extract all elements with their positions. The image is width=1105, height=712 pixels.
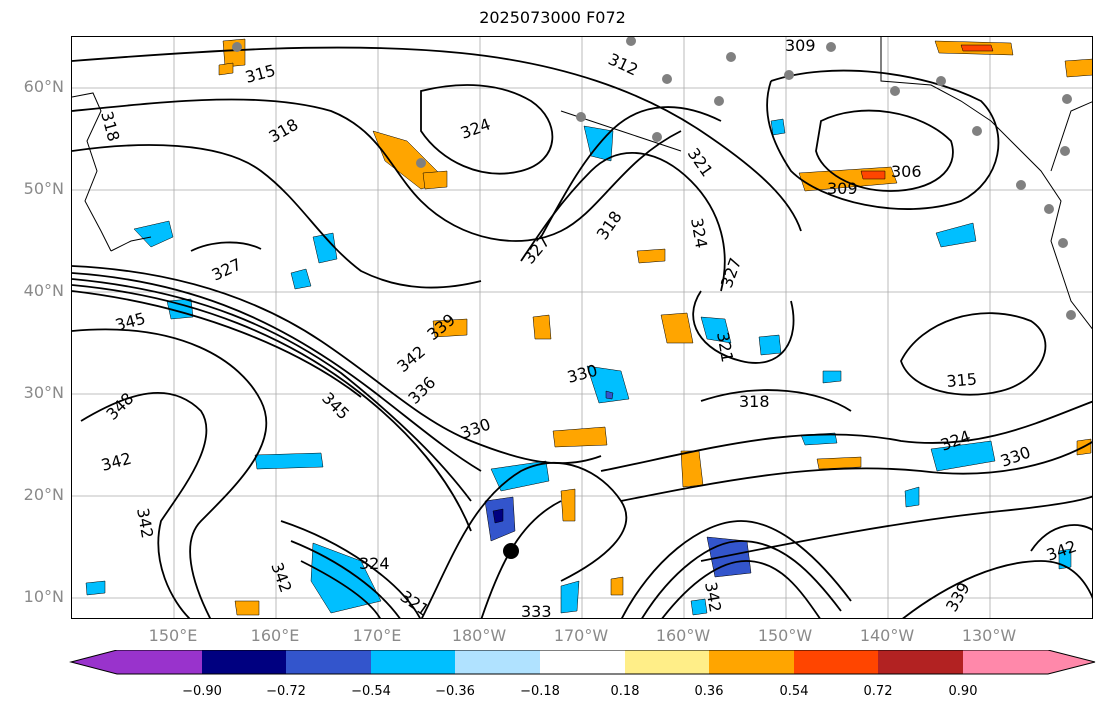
- colorbar-tick-label: −0.54: [351, 684, 391, 699]
- colorbar-segment: [963, 650, 1048, 674]
- colorbar-extend-low: [71, 650, 117, 674]
- colorbar-tick-label: 0.90: [948, 684, 978, 699]
- contour-label: 318: [97, 109, 123, 143]
- contour-label: 339: [942, 579, 974, 615]
- lon-label: 160°E: [250, 626, 300, 645]
- contour-label: 309: [785, 37, 816, 55]
- colorbar-segment: [540, 650, 625, 674]
- contour-label: 342: [99, 449, 133, 475]
- colorbar-segment: [286, 650, 371, 674]
- colorbar-segment: [625, 650, 709, 674]
- contour-label: 342: [267, 560, 295, 595]
- lat-label: 50°N: [23, 179, 64, 198]
- lon-label: 170°W: [553, 626, 609, 645]
- contour-label: 321: [397, 587, 433, 619]
- contour-label: 321: [684, 144, 717, 180]
- colorbar-outline: [69, 650, 1096, 675]
- map-title: 2025073000 F072: [479, 8, 626, 27]
- colorbar-tick-label: −0.36: [435, 684, 475, 699]
- lon-label: 170°E: [352, 626, 402, 645]
- colorbar: [69, 650, 1096, 675]
- contour-label: 321: [713, 330, 737, 363]
- lat-label: 60°N: [23, 77, 64, 96]
- colorbar-tick-label: 0.36: [694, 684, 724, 699]
- colorbar-tick-label: −0.18: [520, 684, 560, 699]
- contour-label: 327: [717, 255, 745, 290]
- storm-center-marker: [503, 543, 519, 559]
- shading-positive: [218, 38, 1092, 616]
- contour-label: 336: [404, 373, 439, 408]
- colorbar-tick-label: 0.72: [863, 684, 893, 699]
- lon-label: 150°E: [148, 626, 198, 645]
- lon-label: 140°W: [859, 626, 915, 645]
- colorbar-tick-label: 0.54: [779, 684, 809, 699]
- contour-label: 327: [209, 254, 245, 284]
- contour-label: 309: [827, 179, 858, 198]
- station-markers: [232, 37, 1076, 320]
- lat-label: 30°N: [23, 383, 64, 402]
- lat-label: 10°N: [23, 587, 64, 606]
- contour-label: 318: [593, 207, 626, 243]
- contour-label: 318: [739, 392, 770, 411]
- colorbar-segment: [202, 650, 286, 674]
- lon-label: 180°W: [451, 626, 507, 645]
- map-canvas: 315 318 318 312 309 324 321 324 327 306 …: [72, 37, 1092, 619]
- graticule: [72, 37, 1092, 618]
- contour-label: 330: [458, 414, 493, 442]
- contour-label: 306: [891, 162, 922, 181]
- colorbar-segment: [455, 650, 540, 674]
- contour-label: 342: [1044, 536, 1079, 564]
- lon-label: 150°W: [757, 626, 813, 645]
- map-panel: 315 318 318 312 309 324 321 324 327 306 …: [71, 36, 1093, 619]
- shading-negative: [85, 118, 1072, 616]
- colorbar-tick-label: −0.72: [266, 684, 306, 699]
- contour-label: 324: [458, 114, 493, 142]
- contour-label: 315: [243, 61, 277, 87]
- colorbar-tick-label: 0.18: [610, 684, 640, 699]
- contour-label: 333: [521, 602, 552, 619]
- lat-label: 40°N: [23, 281, 64, 300]
- lon-label: 130°W: [961, 626, 1017, 645]
- contour-lines: [72, 46, 1092, 618]
- colorbar-segment: [878, 650, 963, 674]
- lon-label: 160°W: [655, 626, 711, 645]
- colorbar-extend-high: [1048, 650, 1095, 674]
- contour-label: 324: [687, 216, 711, 249]
- colorbar-tick-label: −0.90: [182, 684, 222, 699]
- contour-label: 315: [946, 369, 978, 391]
- contour-label: 312: [605, 49, 641, 79]
- colorbar-segment: [709, 650, 794, 674]
- contour-label: 342: [393, 342, 429, 376]
- colorbar-segment: [371, 650, 455, 674]
- colorbar-segment: [794, 650, 878, 674]
- lat-label: 20°N: [23, 485, 64, 504]
- colorbar-segment: [117, 650, 202, 674]
- contour-label: 327: [520, 232, 554, 268]
- contour-label: 318: [266, 115, 302, 147]
- colorbar-segments: [71, 650, 1095, 674]
- contour-label: 342: [133, 506, 157, 539]
- contour-label: 324: [359, 554, 390, 573]
- contour-label: 339: [423, 310, 459, 344]
